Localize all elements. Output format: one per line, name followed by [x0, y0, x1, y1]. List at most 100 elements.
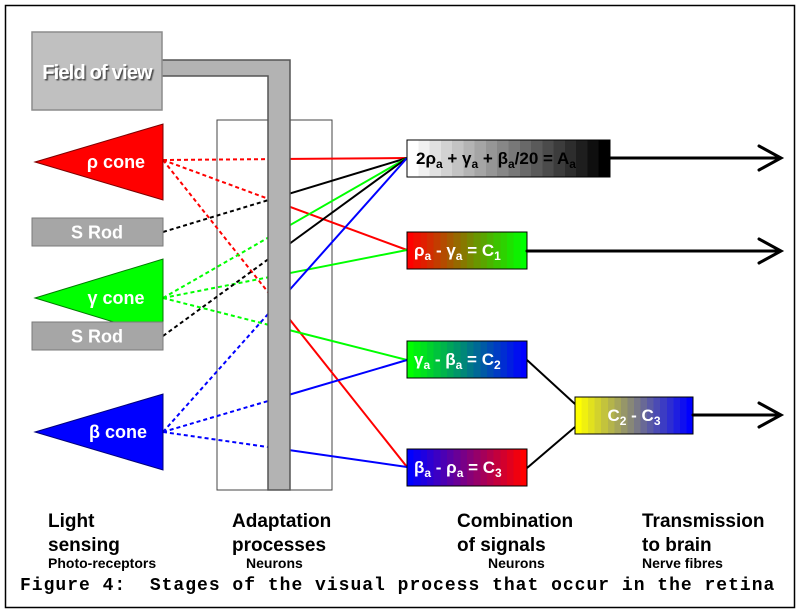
formula-subscript: 2 [494, 358, 501, 372]
beta-cone-to-c2-dashed-line [162, 396, 280, 433]
beta-cone-shape [33, 393, 164, 471]
figure-caption: Figure 4: Stages of the visual process t… [20, 576, 775, 596]
c2-minus-c3-signal-box [574, 396, 694, 435]
s-rod-1-to-achromatic-solid-line [278, 157, 408, 198]
stage-subtitle: Nerve fibres [642, 555, 723, 571]
formula-subscript: 3 [495, 466, 502, 480]
gamma-cone-to-c2-dashed-line [162, 297, 280, 329]
formula-subscript: a [472, 157, 479, 171]
formula-term: - γ [431, 241, 456, 260]
formula-subscript: a [457, 466, 464, 480]
formula-term: 2ρ [416, 149, 436, 168]
beta-cone-to-c3-solid-line [278, 447, 408, 468]
c3-to-c2-minus-c3-line [526, 426, 576, 469]
c1-signal: ρa - γa = C1 [406, 231, 528, 270]
s-rod-2-box [31, 321, 164, 351]
rho-cone-shape [33, 123, 164, 201]
rho-cone-label: ρ cone [87, 152, 145, 172]
stage-subtitle: Photo-receptors [48, 555, 156, 571]
beta-cone-label: β cone [89, 422, 147, 442]
stage-subtitle: Neurons [488, 555, 545, 571]
s-rod-1-to-achromatic-dashed-line [162, 195, 280, 233]
formula-subscript: a [423, 358, 430, 372]
beta-cone: β cone [33, 393, 164, 471]
gamma-cone-shape [33, 258, 164, 338]
formula-subscript: 2 [620, 414, 627, 428]
stage-title-line1: Adaptation [232, 511, 331, 532]
gamma-cone-to-c1-dashed-line [162, 274, 280, 299]
formula-subscript: a [456, 358, 463, 372]
field-of-view-label: Field of view [42, 62, 153, 84]
formula-term: γ [414, 350, 424, 369]
s-rod-2: S Rod [31, 321, 164, 351]
formula-subscript: a [424, 466, 431, 480]
gamma-cone-to-achromatic-solid-line [278, 157, 408, 233]
s-rod-1: S Rod [31, 217, 164, 247]
s-rod-2-to-achromatic-solid-line [278, 157, 408, 253]
c2-minus-c3-output-arrow [691, 401, 785, 429]
formula-term: = C [463, 458, 495, 477]
formula-term: + β [478, 149, 508, 168]
c3-signal: βa - ρa = C3 [406, 448, 528, 487]
beta-cone-to-achromatic-solid-line [278, 157, 408, 303]
formula-subscript: 1 [494, 249, 501, 263]
achromatic-signal-formula: 2ρa + γa + βa/20 = Aa [416, 149, 576, 171]
achromatic-output-arrow [608, 144, 785, 172]
s-rod-2-label: S Rod [71, 327, 123, 347]
field-of-view: Field of view [31, 31, 163, 111]
stage-title-line2: to brain [642, 535, 712, 556]
achromatic-signal: 2ρa + γa + βa/20 = Aa [406, 139, 611, 178]
arrow-head [757, 237, 785, 265]
formula-term: = C [462, 241, 494, 260]
formula-term: β [414, 458, 424, 477]
c2-minus-c3-signal-formula: C2 - C3 [607, 406, 660, 428]
arrow-head [757, 144, 785, 172]
stage-title-line2: sensing [48, 535, 120, 556]
gamma-cone-to-c2-solid-line [278, 326, 408, 361]
rho-cone-to-c1-solid-line [278, 201, 408, 251]
formula-term: - ρ [431, 458, 457, 477]
formula-term: = C [462, 350, 494, 369]
c2-signal-box [406, 340, 528, 379]
beta-cone-to-c3-dashed-line [162, 431, 280, 450]
formula-subscript: a [436, 157, 443, 171]
stage-transmission: Transmission to brain Nerve fibres [642, 511, 765, 571]
formula-term: + γ [443, 149, 472, 168]
beta-cone-to-c2-solid-line [278, 359, 408, 399]
s-rod-2-to-achromatic-dashed-line [162, 250, 280, 337]
c3-signal-box [406, 448, 528, 487]
c2-signal-formula: γa - βa = C2 [414, 350, 501, 372]
achromatic-signal-box [406, 139, 611, 178]
gamma-cone-to-achromatic-dashed-line [162, 230, 280, 299]
formula-subscript: 3 [654, 414, 661, 428]
s-rod-1-label: S Rod [71, 223, 123, 243]
stage-title-line1: Light [48, 511, 95, 532]
rho-cone-to-c3-dashed-line [162, 159, 280, 307]
stage-title-line1: Transmission [642, 511, 765, 532]
stage-combination: Combination of signals Neurons [457, 511, 573, 571]
gamma-cone: γ cone [33, 258, 164, 338]
stage-subtitle: Neurons [246, 555, 303, 571]
formula-term: ρ [414, 241, 425, 260]
stage-light-sensing: Light sensing Photo-receptors [48, 511, 156, 571]
c2-to-c2-minus-c3-line [526, 359, 576, 405]
formula-subscript: a [425, 249, 432, 263]
beta-cone-to-achromatic-dashed-line [162, 301, 280, 433]
c1-output-arrow [525, 237, 785, 265]
formula-term: C [607, 406, 619, 425]
stage-title-line2: processes [232, 535, 326, 556]
arrow-head [757, 401, 785, 429]
connection-lines [162, 157, 408, 468]
stage-title-line1: Combination [457, 511, 573, 532]
formula-term: /20 = A [515, 149, 570, 168]
rho-cone-to-achromatic-solid-line [278, 157, 408, 161]
c2-minus-c3-signal: C2 - C3 [574, 396, 694, 435]
formula-subscript: a [456, 249, 463, 263]
c3-signal-formula: βa - ρa = C3 [414, 458, 502, 480]
s-rod-1-box [31, 217, 164, 247]
rho-cone-to-achromatic-dashed-line [162, 158, 280, 161]
formula-subscript: a [508, 157, 515, 171]
formula-subscript: a [569, 157, 576, 171]
c1-signal-box [406, 231, 528, 270]
